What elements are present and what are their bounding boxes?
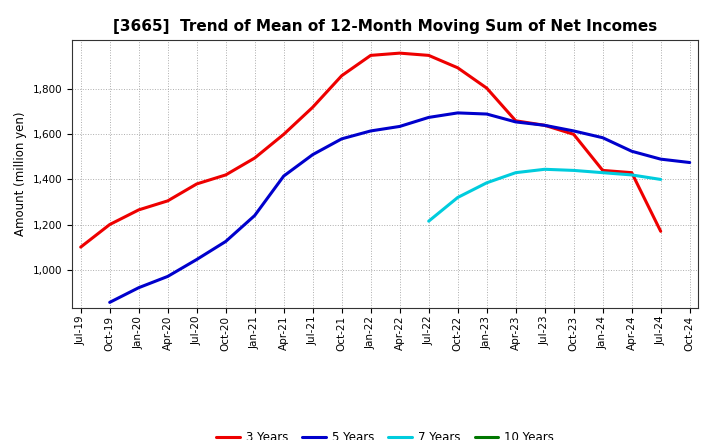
3 Years	[627, 170, 636, 175]
3 Years	[192, 181, 201, 187]
5 Years	[135, 285, 143, 290]
3 Years	[251, 155, 259, 161]
3 Years	[657, 229, 665, 234]
3 Years	[163, 198, 172, 204]
Line: 3 Years: 3 Years	[81, 53, 661, 247]
5 Years	[598, 135, 607, 140]
7 Years	[541, 167, 549, 172]
3 Years	[424, 53, 433, 58]
3 Years	[76, 245, 85, 250]
3 Years	[366, 53, 375, 58]
5 Years	[308, 152, 317, 157]
7 Years	[598, 170, 607, 175]
Title: [3665]  Trend of Mean of 12-Month Moving Sum of Net Incomes: [3665] Trend of Mean of 12-Month Moving …	[113, 19, 657, 34]
3 Years	[395, 51, 404, 56]
7 Years	[657, 177, 665, 182]
5 Years	[627, 149, 636, 154]
5 Years	[541, 123, 549, 128]
3 Years	[308, 105, 317, 110]
5 Years	[366, 128, 375, 134]
7 Years	[482, 180, 491, 186]
5 Years	[511, 119, 520, 125]
3 Years	[511, 118, 520, 124]
5 Years	[424, 115, 433, 120]
3 Years	[279, 132, 288, 137]
Legend: 3 Years, 5 Years, 7 Years, 10 Years: 3 Years, 5 Years, 7 Years, 10 Years	[212, 427, 559, 440]
5 Years	[192, 257, 201, 262]
5 Years	[395, 124, 404, 129]
7 Years	[424, 219, 433, 224]
3 Years	[454, 65, 462, 70]
5 Years	[221, 239, 230, 244]
3 Years	[482, 85, 491, 91]
Y-axis label: Amount (million yen): Amount (million yen)	[14, 112, 27, 236]
3 Years	[570, 132, 578, 137]
3 Years	[541, 123, 549, 128]
7 Years	[570, 168, 578, 173]
7 Years	[627, 172, 636, 178]
5 Years	[338, 136, 346, 142]
5 Years	[454, 110, 462, 116]
7 Years	[511, 170, 520, 175]
7 Years	[454, 195, 462, 200]
5 Years	[570, 128, 578, 134]
3 Years	[221, 172, 230, 178]
Line: 7 Years: 7 Years	[428, 169, 661, 221]
5 Years	[251, 213, 259, 218]
5 Years	[685, 160, 694, 165]
5 Years	[279, 173, 288, 179]
5 Years	[163, 274, 172, 279]
5 Years	[657, 157, 665, 162]
3 Years	[598, 168, 607, 173]
3 Years	[105, 222, 114, 227]
5 Years	[105, 300, 114, 305]
3 Years	[338, 73, 346, 78]
Line: 5 Years: 5 Years	[109, 113, 690, 302]
5 Years	[482, 111, 491, 117]
3 Years	[135, 207, 143, 213]
